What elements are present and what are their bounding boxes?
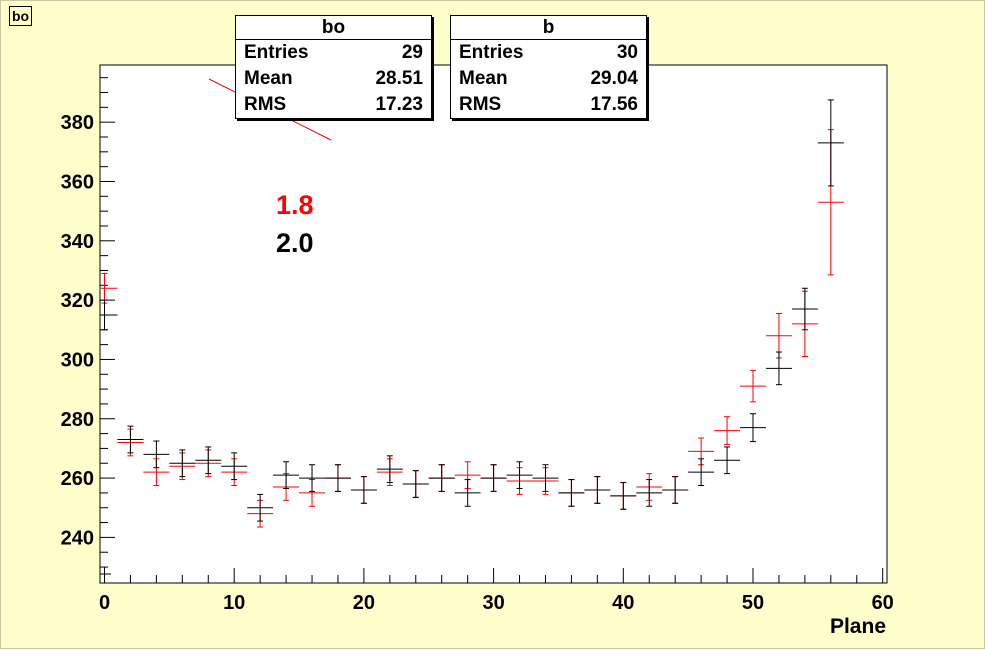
stats-row-mean: Mean 29.04	[451, 66, 646, 92]
data-point	[688, 458, 715, 486]
data-point	[428, 464, 455, 492]
data-point	[402, 470, 429, 498]
data-point	[247, 493, 274, 522]
stats-row-rms: RMS 17.56	[451, 92, 646, 118]
stats-box-title: b	[451, 16, 646, 40]
plot-frame	[99, 64, 888, 584]
data-point	[376, 455, 403, 484]
stats-label: Entries	[459, 42, 524, 63]
data-point	[610, 482, 637, 510]
stats-label: RMS	[459, 94, 502, 115]
data-point	[714, 446, 741, 475]
y-tick-label: 260	[61, 468, 94, 490]
stats-value: 30	[616, 42, 638, 63]
data-point	[558, 479, 585, 507]
y-tick-label: 300	[61, 349, 94, 371]
stats-value: 28.51	[375, 68, 423, 89]
data-point	[765, 312, 792, 359]
stats-value: 17.56	[590, 94, 638, 115]
data-point	[169, 449, 196, 478]
x-tick-label: 0	[99, 592, 110, 614]
legend-label-black: 2.0	[276, 228, 314, 258]
stats-label: Mean	[459, 68, 508, 89]
data-point	[299, 464, 325, 492]
stats-box-b: b Entries 30 Mean 29.04 RMS 17.56	[450, 15, 647, 119]
stats-label: Entries	[244, 42, 309, 63]
data-point	[195, 446, 222, 475]
stats-value: 29	[401, 42, 423, 63]
stats-value: 17.23	[375, 94, 423, 115]
stats-row-mean: Mean 28.51	[236, 66, 431, 92]
y-tick-label: 240	[61, 527, 94, 549]
data-point	[101, 299, 118, 331]
data-point	[791, 287, 818, 331]
data-point	[221, 452, 248, 481]
x-tick-label: 20	[353, 592, 375, 614]
data-point	[506, 461, 533, 489]
data-point	[714, 416, 741, 446]
stats-box-title: bo	[236, 16, 431, 40]
stats-box-bo: bo Entries 29 Mean 28.51 RMS 17.23	[235, 15, 432, 119]
stats-row-entries: Entries 30	[451, 40, 646, 66]
x-axis-label: Plane	[830, 615, 886, 638]
data-point	[101, 272, 118, 304]
stats-value: 29.04	[590, 68, 638, 89]
x-tick-label: 60	[872, 592, 894, 614]
data-point	[532, 464, 559, 492]
x-tick-label: 30	[482, 592, 504, 614]
y-tick-label: 360	[61, 171, 94, 193]
stats-row-rms: RMS 17.23	[236, 92, 431, 118]
x-tick-label: 10	[223, 592, 245, 614]
x-tick-label: 50	[742, 592, 764, 614]
data-point	[636, 479, 663, 507]
x-tick-label: 40	[612, 592, 634, 614]
series-black	[101, 99, 844, 522]
data-point	[454, 479, 481, 507]
data-point	[350, 476, 377, 504]
y-tick-label: 320	[61, 290, 94, 312]
data-point	[584, 476, 611, 504]
stats-label: RMS	[244, 94, 287, 115]
data-point	[324, 464, 351, 492]
data-point	[765, 351, 792, 386]
stats-row-entries: Entries 29	[236, 40, 431, 66]
y-tick-label: 280	[61, 409, 94, 431]
data-point	[740, 413, 766, 443]
data-point	[117, 425, 144, 454]
y-tick-label: 380	[61, 112, 94, 134]
legend-label-red: 1.8	[276, 190, 314, 220]
y-tick-label: 340	[61, 231, 94, 253]
data-point	[740, 369, 766, 403]
data-point	[662, 476, 689, 504]
data-point	[273, 461, 300, 489]
histogram-title: bo	[9, 6, 33, 26]
data-point	[480, 464, 507, 492]
stats-label: Mean	[244, 68, 293, 89]
data-point	[817, 99, 844, 187]
data-point	[143, 440, 170, 469]
